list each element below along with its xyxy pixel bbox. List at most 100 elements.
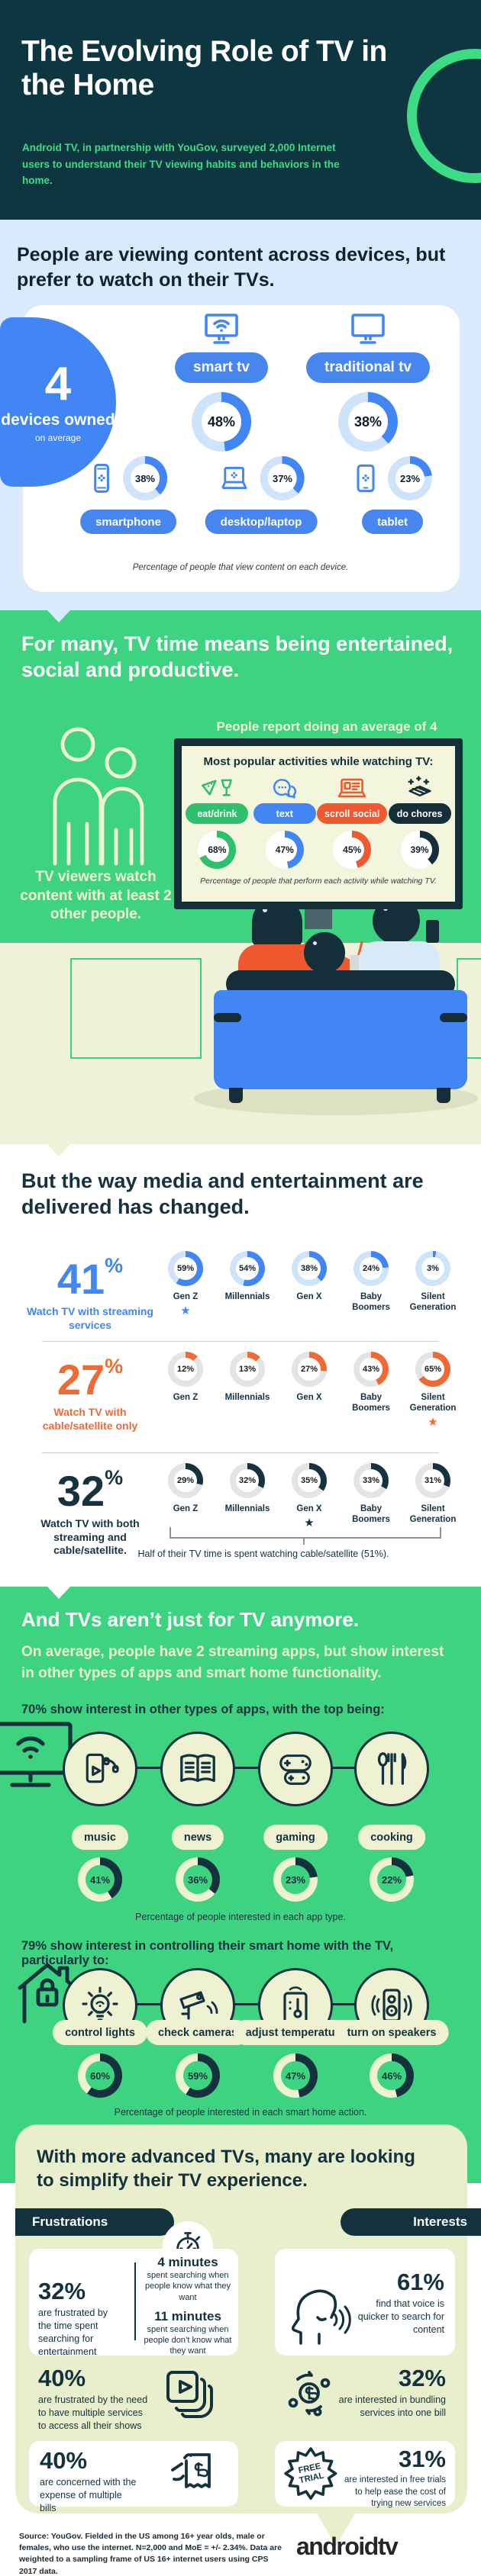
activity-donut: 47% <box>265 831 304 869</box>
couch-armrest <box>214 1013 241 1022</box>
page-subtitle: Android TV, in partnership with YouGov, … <box>22 142 340 187</box>
head-highlight <box>263 908 267 912</box>
donut-value: 22% <box>381 1873 402 1886</box>
minutes-stat: 4 minutes <box>157 2255 218 2269</box>
generation-donut: 43% <box>353 1352 389 1387</box>
interest-text: are interested in free trials to help ea… <box>344 2475 446 2509</box>
activities-caption: Percentage of people that perform each a… <box>200 876 437 886</box>
smart-home-pill: check cameras <box>146 2020 250 2045</box>
donut-value: 68% <box>208 844 227 855</box>
donut-value: 54% <box>238 1264 257 1273</box>
donut-value: 41% <box>89 1873 111 1886</box>
interests-pill: Interests <box>341 2208 481 2236</box>
gen-cell: 13% Millennials <box>221 1352 274 1428</box>
social-laptop-icon <box>335 776 369 799</box>
donut-value: 38% <box>353 413 383 429</box>
footnote-bracket <box>169 1527 441 1539</box>
activity-pill: do chores <box>388 803 451 824</box>
tablet-icon <box>353 463 379 494</box>
device-label-pill: tablet <box>361 510 423 534</box>
laptop-icon <box>218 464 251 493</box>
donut-value: 12% <box>176 1365 195 1374</box>
smart-tv-icon <box>202 313 240 346</box>
app-donut: 23% <box>273 1857 318 1902</box>
generation-label: Baby Boomers <box>352 1292 390 1312</box>
gen-cell: 12% Gen Z <box>159 1352 212 1428</box>
smart-home-donut: 59% <box>176 2053 220 2098</box>
interest-card-1: 61% find that voice is quicker to search… <box>275 2249 455 2356</box>
smart-home-label: turn on speakers <box>347 2026 437 2039</box>
simplify-heading: With more advanced TVs, many are looking… <box>37 2147 415 2192</box>
top-generation-star-icon: ★ <box>180 1304 191 1317</box>
apps-section: And TVs aren’t just for TV anymore. On a… <box>0 1587 481 2183</box>
footnote-bracket-tick <box>303 1537 305 1545</box>
activity-donut: 45% <box>333 831 372 869</box>
activities-side-note: TV viewers watch content with at least 2… <box>20 869 172 923</box>
device-label-pill: smart tv <box>175 352 268 383</box>
app-donut: 22% <box>370 1857 414 1902</box>
generation-label: Gen X <box>296 1292 322 1301</box>
donut-value: 59% <box>176 1264 195 1273</box>
laptop-donut: 37% <box>260 456 305 500</box>
generation-donut: 33% <box>353 1463 389 1498</box>
activity-eat-drink: eat/drink 68% <box>185 776 249 869</box>
generation-label: Millennials <box>224 1292 270 1301</box>
donut-value: 47% <box>285 2069 306 2082</box>
generation-donut: 35% <box>292 1463 327 1498</box>
devices-heading: People are viewing content across device… <box>17 244 446 291</box>
couch-armrest <box>440 1013 467 1022</box>
generation-label: Silent Generation <box>409 1393 457 1413</box>
gen-cell: 65% Silent Generation ★ <box>406 1352 460 1428</box>
device-label: smartphone <box>95 515 161 529</box>
row-stat: 32 <box>56 1467 105 1515</box>
smart-home-pill: control lights <box>53 2020 147 2045</box>
gen-cell: 35% Gen X ★ <box>282 1463 336 1529</box>
devices-caption: Percentage of people that view content o… <box>132 563 349 572</box>
head-highlight <box>313 941 317 945</box>
kid-head <box>304 932 345 973</box>
interest-text: are interested in bundling services into… <box>338 2394 446 2418</box>
video-stack-icon <box>162 2366 215 2420</box>
phone <box>426 920 439 943</box>
generation-label: Millennials <box>224 1504 270 1513</box>
gen-cell: 38% Gen X <box>282 1251 336 1317</box>
generation-donut: 32% <box>230 1463 265 1498</box>
activity-donut: 68% <box>198 831 237 869</box>
generation-label: Silent Generation <box>409 1292 457 1312</box>
gen-cell: 29% Gen Z <box>159 1463 212 1529</box>
pizza-wine-icon <box>200 776 234 799</box>
generation-donut: 24% <box>353 1251 389 1286</box>
app-label: news <box>183 1831 212 1844</box>
music-app-icon <box>63 1732 137 1806</box>
dollar-cycle-icon <box>284 2368 334 2418</box>
row-divider <box>42 1341 439 1342</box>
chores-sparkle-icon <box>405 776 435 799</box>
smartphone-donut: 38% <box>122 456 167 500</box>
tv-stand <box>305 909 332 929</box>
apps-intro: 70% show interest in other types of apps… <box>21 1703 385 1716</box>
donut-value: 59% <box>187 2069 208 2082</box>
gen-cell: 43% Baby Boomers <box>344 1352 398 1428</box>
smart-tv-donut: 48% <box>191 392 251 452</box>
gen-cell: 33% Baby Boomers <box>344 1463 398 1529</box>
apps-heading: And TVs aren’t just for TV anymore. <box>21 1608 360 1631</box>
device-traditional-tv: traditional tv 38% <box>305 313 431 452</box>
activity-pill: eat/drink <box>186 803 249 824</box>
row-label: Watch TV with both streaming and cable/s… <box>40 1517 140 1556</box>
frustration-text: are concerned with the expense of multip… <box>40 2477 137 2513</box>
activity-pill: scroll social <box>317 803 388 824</box>
activities-section: For many, TV time means being entertaine… <box>0 610 481 1144</box>
donut-value: 43% <box>362 1365 380 1374</box>
frustration-card-1: 32% are frustrated by the time spent sea… <box>29 2249 238 2357</box>
device-label-pill: smartphone <box>80 510 176 534</box>
minutes-stat: 11 minutes <box>154 2308 221 2324</box>
interest-stat: 61% <box>396 2269 444 2295</box>
apps-subheading: On average, people have 2 streaming apps… <box>21 1644 444 1681</box>
donut-value: 23% <box>285 1873 306 1886</box>
traditional-tv-donut: 38% <box>337 392 398 452</box>
androidtv-logo: androidtv <box>296 2533 399 2560</box>
frustrations-label: Frustrations <box>32 2214 108 2229</box>
devices-average-value: 4 <box>44 357 72 410</box>
device-label-pill: desktop/laptop <box>205 510 318 534</box>
